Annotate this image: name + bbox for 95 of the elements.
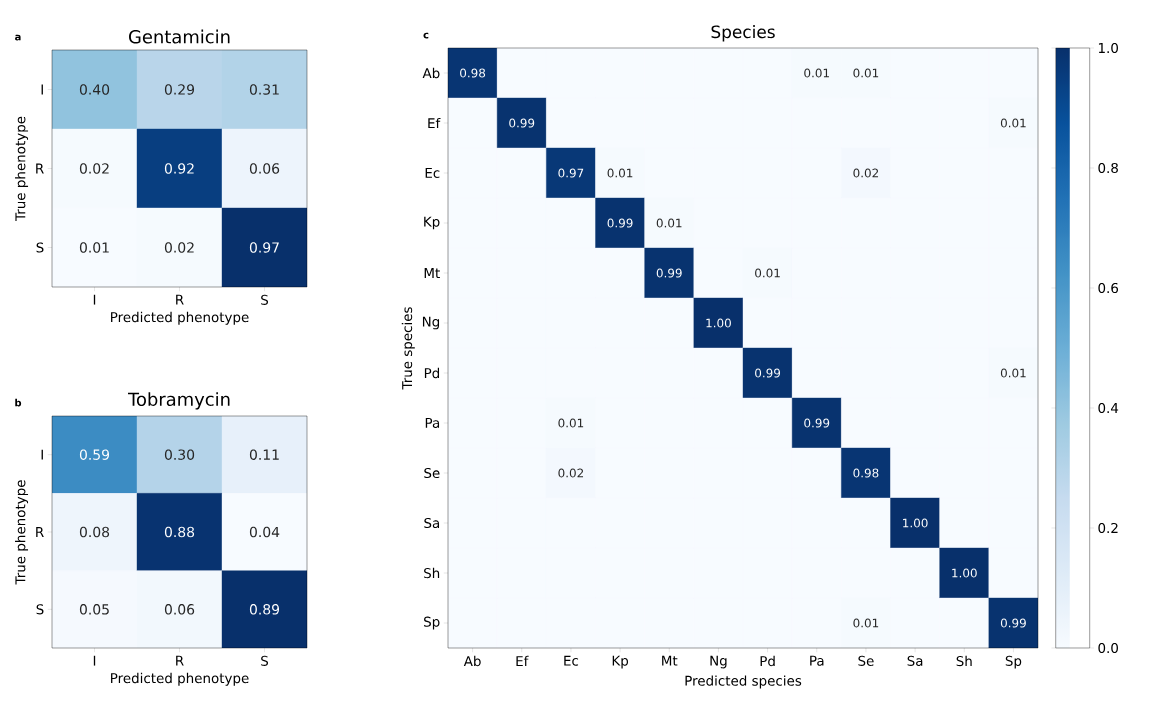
color-bar-label: 0.2: [1098, 522, 1118, 534]
data-label: 0.01: [853, 618, 879, 628]
y-axis-title: True phenotype: [15, 116, 29, 222]
data-label: 0.01: [558, 418, 584, 428]
data-label: 0.01: [1000, 368, 1026, 378]
data-label: 0.08: [79, 526, 110, 538]
color-bar-label: 0.6: [1098, 282, 1119, 294]
data-label: 0.31: [249, 84, 279, 95]
x-tick-label: R: [176, 294, 184, 305]
data-label: 0.01: [656, 218, 682, 228]
x-tick-label: Sp: [1005, 655, 1022, 669]
color-bar-label: 0.8: [1098, 162, 1118, 174]
data-label: 0.99: [1000, 618, 1026, 628]
y-tick-label: R: [36, 527, 44, 537]
y-tick-label: Sa: [424, 517, 440, 529]
data-label: 0.02: [853, 168, 879, 178]
data-label: 1.00: [706, 318, 731, 328]
x-tick-label: S: [261, 655, 269, 666]
x-tick-label: Se: [858, 655, 874, 666]
y-axis-title: True phenotype: [15, 480, 29, 585]
data-label: 0.02: [79, 163, 109, 174]
color-bar-label: 1.0: [1098, 42, 1118, 54]
data-label: 0.97: [558, 168, 584, 178]
data-label: 1.00: [952, 568, 977, 578]
data-label: 0.29: [164, 84, 195, 95]
y-tick-label: S: [36, 242, 44, 253]
x-tick-label: Pd: [760, 655, 775, 667]
text: c: [423, 32, 429, 39]
data-label: 0.92: [164, 163, 194, 174]
y-tick-label: I: [41, 84, 43, 95]
y-tick-label: Sh: [424, 567, 440, 579]
x-tick-label: Ef: [516, 655, 529, 666]
data-label: 0.99: [509, 118, 535, 128]
data-label: 0.88: [164, 526, 195, 538]
y-tick-label: Pa: [425, 418, 440, 428]
y-tick-label: Pd: [424, 367, 440, 379]
chart-title: Tobramycin: [128, 392, 230, 410]
data-label: 0.01: [755, 268, 780, 278]
data-label: 0.11: [249, 449, 279, 460]
data-label: 0.99: [755, 368, 781, 378]
x-axis-title: Predicted phenotype: [111, 311, 249, 325]
text: b: [15, 398, 22, 407]
y-tick-label: R: [36, 163, 44, 174]
x-axis-title: Predicted phenotype: [111, 672, 249, 686]
data-label: 0.30: [164, 449, 195, 460]
data-label: 0.98: [460, 68, 486, 78]
data-label: 0.02: [164, 242, 194, 253]
x-tick-label: Ec: [564, 655, 579, 666]
data-label: 0.99: [804, 418, 830, 428]
y-tick-label: Ab: [422, 67, 440, 79]
data-label: 0.97: [249, 242, 279, 253]
y-tick-label: Ec: [425, 168, 440, 178]
data-label: 1.00: [903, 518, 928, 528]
y-tick-label: I: [41, 449, 43, 460]
data-label: 0.89: [249, 604, 280, 615]
x-tick-label: Sh: [956, 655, 972, 667]
y-tick-label: Sp: [424, 616, 440, 630]
x-tick-label: I: [93, 294, 96, 305]
data-label: 0.04: [249, 526, 280, 538]
color-bar-label: 0.0: [1098, 642, 1118, 654]
data-label: 0.40: [79, 84, 110, 95]
x-tick-label: Ng: [710, 655, 727, 669]
data-label: 0.99: [607, 218, 633, 228]
x-tick-label: Pa: [810, 655, 824, 666]
x-tick-label: Mt: [662, 655, 678, 666]
y-axis-title: True species: [401, 307, 415, 390]
x-tick-label: S: [261, 294, 269, 305]
x-axis-title: Predicted species: [685, 675, 802, 689]
x-tick-label: Ab: [463, 655, 481, 667]
data-label: 0.98: [853, 468, 879, 478]
data-label: 0.01: [804, 68, 829, 78]
x-tick-label: Sa: [907, 655, 923, 666]
x-tick-label: Kp: [612, 655, 629, 669]
chart-title: Species: [711, 25, 775, 42]
x-tick-label: I: [93, 655, 96, 666]
data-label: 0.01: [1000, 118, 1026, 128]
text: a: [15, 34, 21, 41]
chart-title: Gentamicin: [129, 29, 230, 44]
y-tick-label: Se: [424, 467, 440, 479]
data-label: 0.01: [853, 68, 879, 78]
x-tick-label: R: [176, 655, 184, 666]
y-tick-label: S: [36, 604, 44, 615]
data-label: 0.02: [558, 468, 584, 478]
y-tick-label: Ef: [428, 117, 441, 129]
data-label: 0.59: [79, 449, 110, 460]
data-label: 0.05: [79, 604, 109, 615]
data-label: 0.99: [656, 268, 682, 278]
data-label: 0.06: [249, 163, 280, 174]
data-label: 0.06: [164, 604, 195, 615]
y-tick-label: Ng: [422, 316, 440, 330]
color-bar-label: 0.4: [1098, 402, 1119, 414]
data-label: 0.01: [79, 242, 109, 253]
y-tick-label: Kp: [424, 216, 440, 230]
data-label: 0.01: [607, 168, 633, 178]
y-tick-label: Mt: [424, 268, 440, 278]
